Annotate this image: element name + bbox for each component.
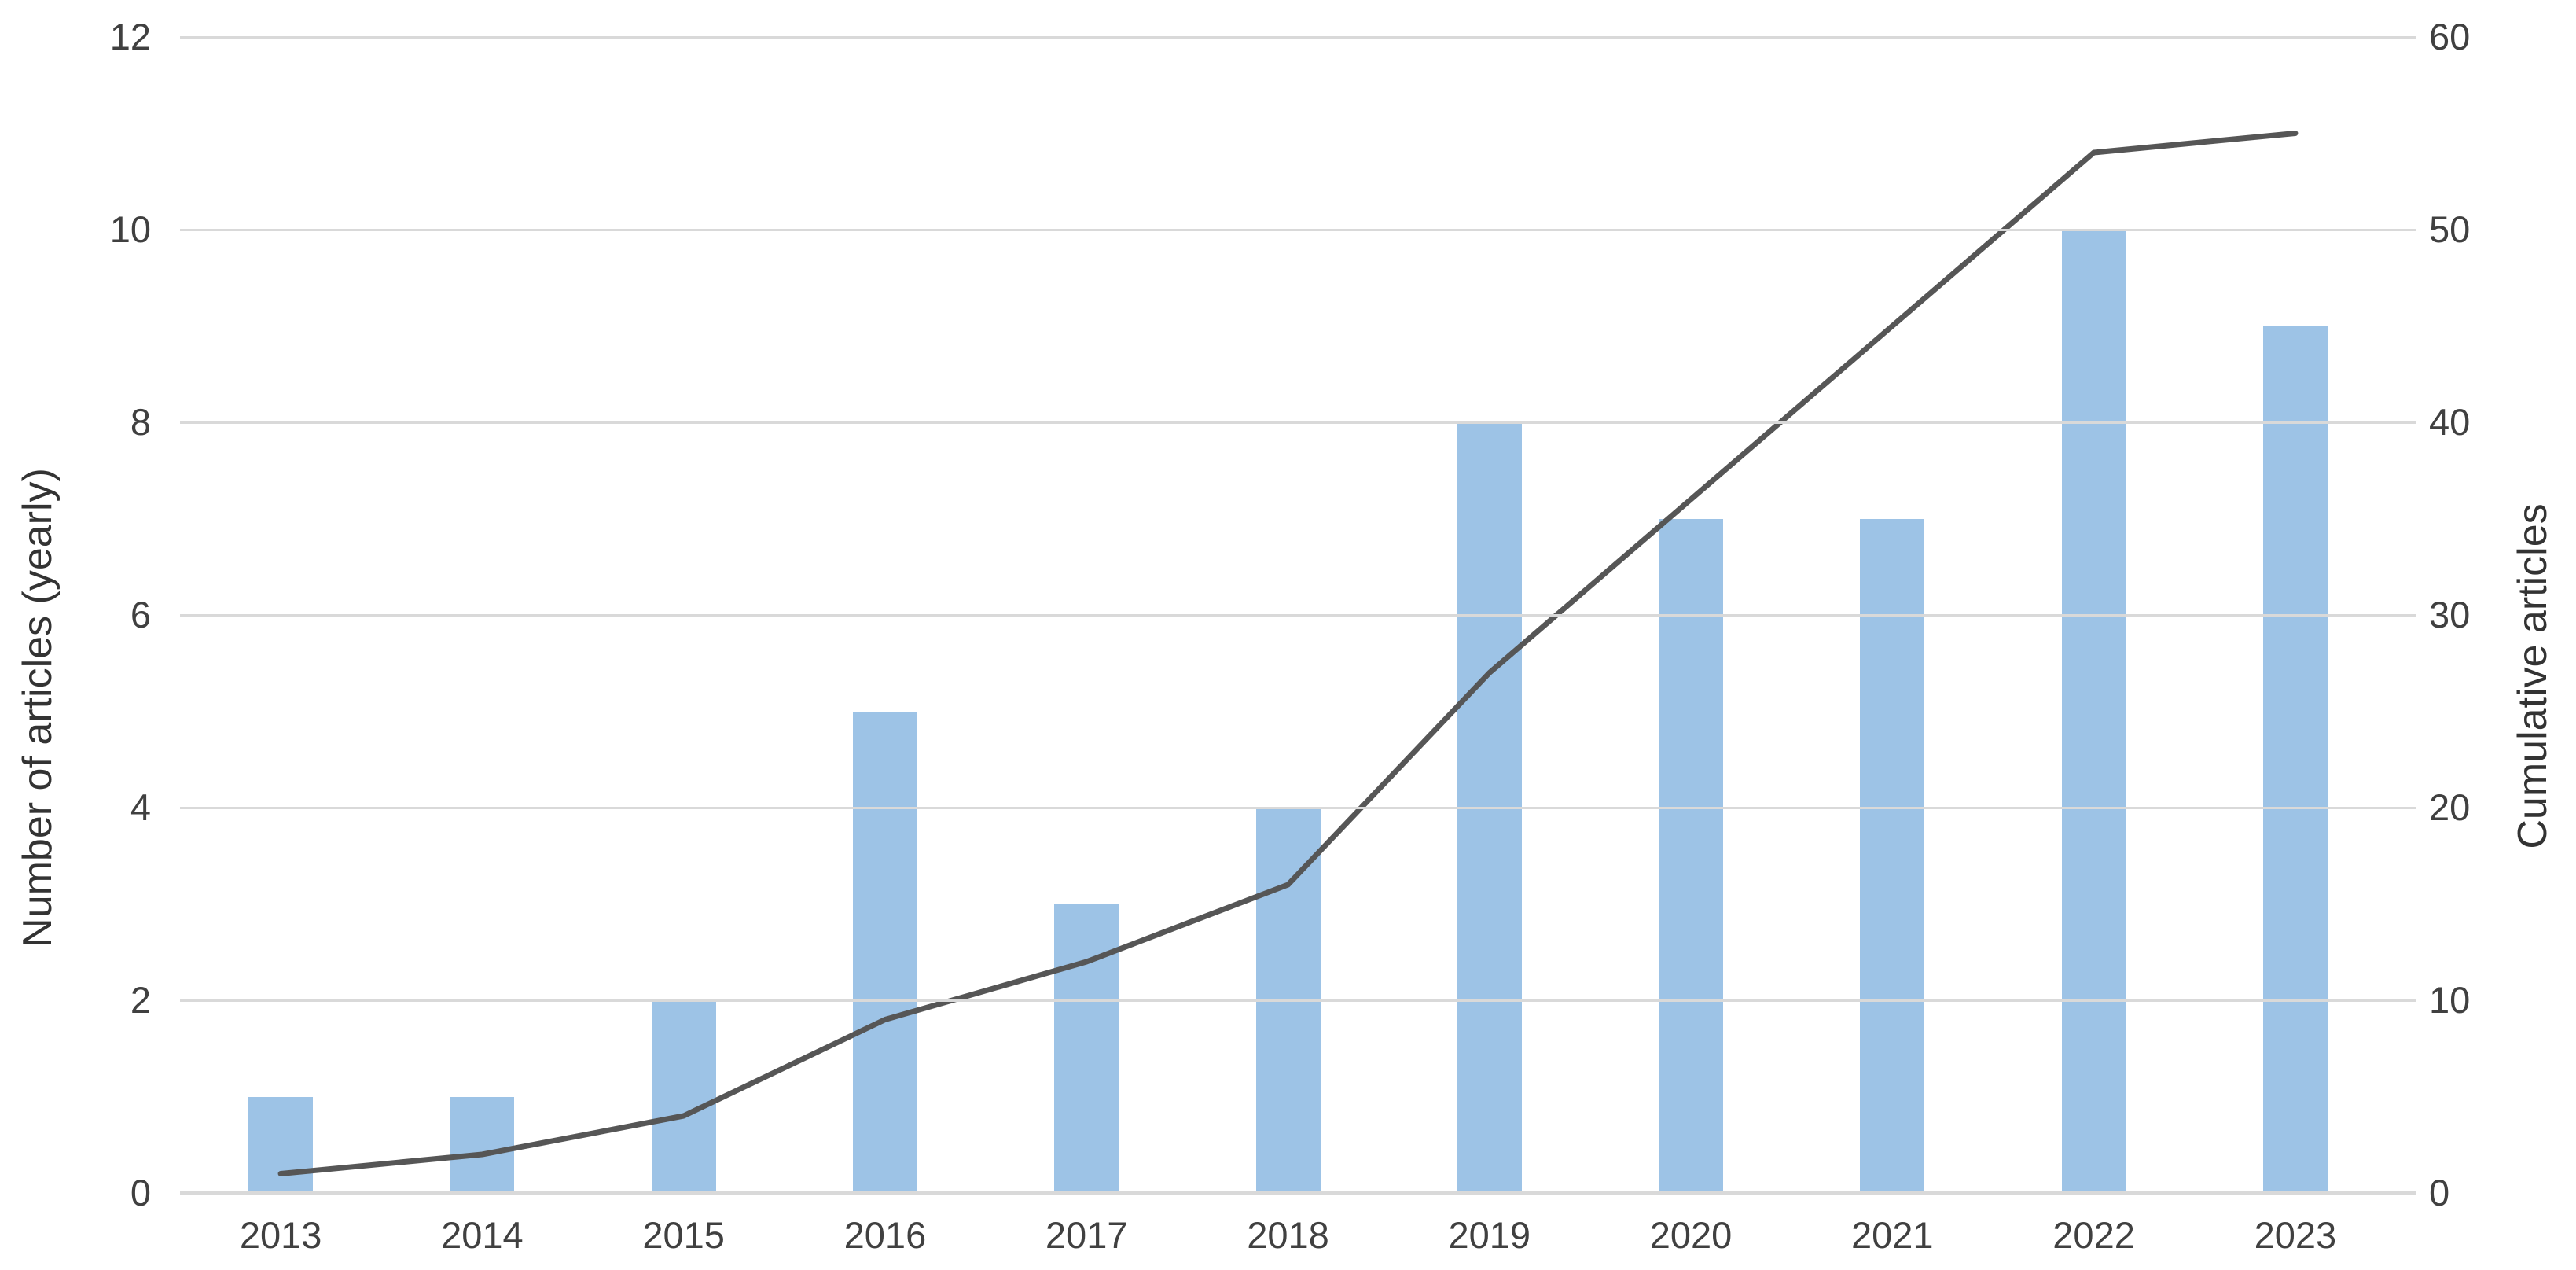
x-axis-label-2013: 2013 (239, 1214, 322, 1256)
y-axis-right-tick (2396, 421, 2416, 424)
gridline (180, 228, 2396, 231)
gridline (180, 999, 2396, 1002)
cumulative-line (277, 131, 2299, 1176)
bar-2022 (2061, 230, 2126, 1193)
x-axis-label-2016: 2016 (843, 1214, 927, 1256)
gridline (180, 421, 2396, 424)
y-axis-right-tick (2396, 35, 2416, 39)
y-axis-title-left: Number of articles (yearly) (15, 468, 61, 948)
x-axis-label-2014: 2014 (441, 1214, 524, 1256)
x-axis-label-2015: 2015 (642, 1214, 725, 1256)
y-axis-right-tick-label: 60 (2429, 16, 2471, 57)
y-axis-left-tick-label: 12 (109, 16, 151, 57)
x-axis-label-2018: 2018 (1247, 1214, 1329, 1256)
y-axis-left-tick-label: 10 (109, 208, 151, 250)
y-axis-right-tick (2396, 806, 2416, 809)
y-axis-right-tick-label: 50 (2429, 208, 2471, 250)
bar-2020 (1659, 518, 1724, 1193)
bar-2013 (248, 1096, 314, 1193)
bar-2023 (2262, 326, 2328, 1193)
y-axis-right-tick-label: 0 (2429, 1172, 2450, 1213)
x-axis-label-2019: 2019 (1448, 1214, 1531, 1256)
bar-2015 (651, 1000, 716, 1193)
y-axis-right-tick-label: 40 (2429, 401, 2471, 443)
gridline (180, 35, 2396, 39)
y-axis-right-tick (2396, 999, 2416, 1002)
y-axis-left-tick-label: 4 (130, 786, 151, 828)
y-axis-right-tick (2396, 613, 2416, 617)
x-axis-label-2020: 2020 (1649, 1214, 1733, 1256)
y-axis-right-tick (2396, 1191, 2416, 1195)
y-axis-right-tick-label: 30 (2429, 594, 2471, 635)
x-axis-line (180, 1191, 2416, 1195)
y-axis-left-tick-label: 2 (130, 979, 151, 1021)
x-axis-label-2023: 2023 (2254, 1214, 2337, 1256)
y-axis-right-tick-label: 10 (2429, 979, 2471, 1021)
bar-2021 (1860, 518, 1925, 1193)
cumulative-line-path (277, 131, 2299, 1176)
x-axis-label-2021: 2021 (1851, 1214, 1934, 1256)
x-axis-label-2022: 2022 (2052, 1214, 2135, 1256)
gridline (180, 806, 2396, 809)
y-axis-right-tick (2396, 228, 2416, 231)
y-axis-left-tick-label: 8 (130, 401, 151, 443)
gridline (180, 613, 2396, 617)
y-axis-left-tick-label: 6 (130, 594, 151, 635)
bar-2016 (852, 711, 917, 1193)
y-axis-left-tick-label: 0 (130, 1172, 151, 1213)
bar-2014 (450, 1096, 515, 1193)
y-axis-right-tick-label: 20 (2429, 786, 2471, 828)
x-axis-label-2017: 2017 (1045, 1214, 1128, 1256)
